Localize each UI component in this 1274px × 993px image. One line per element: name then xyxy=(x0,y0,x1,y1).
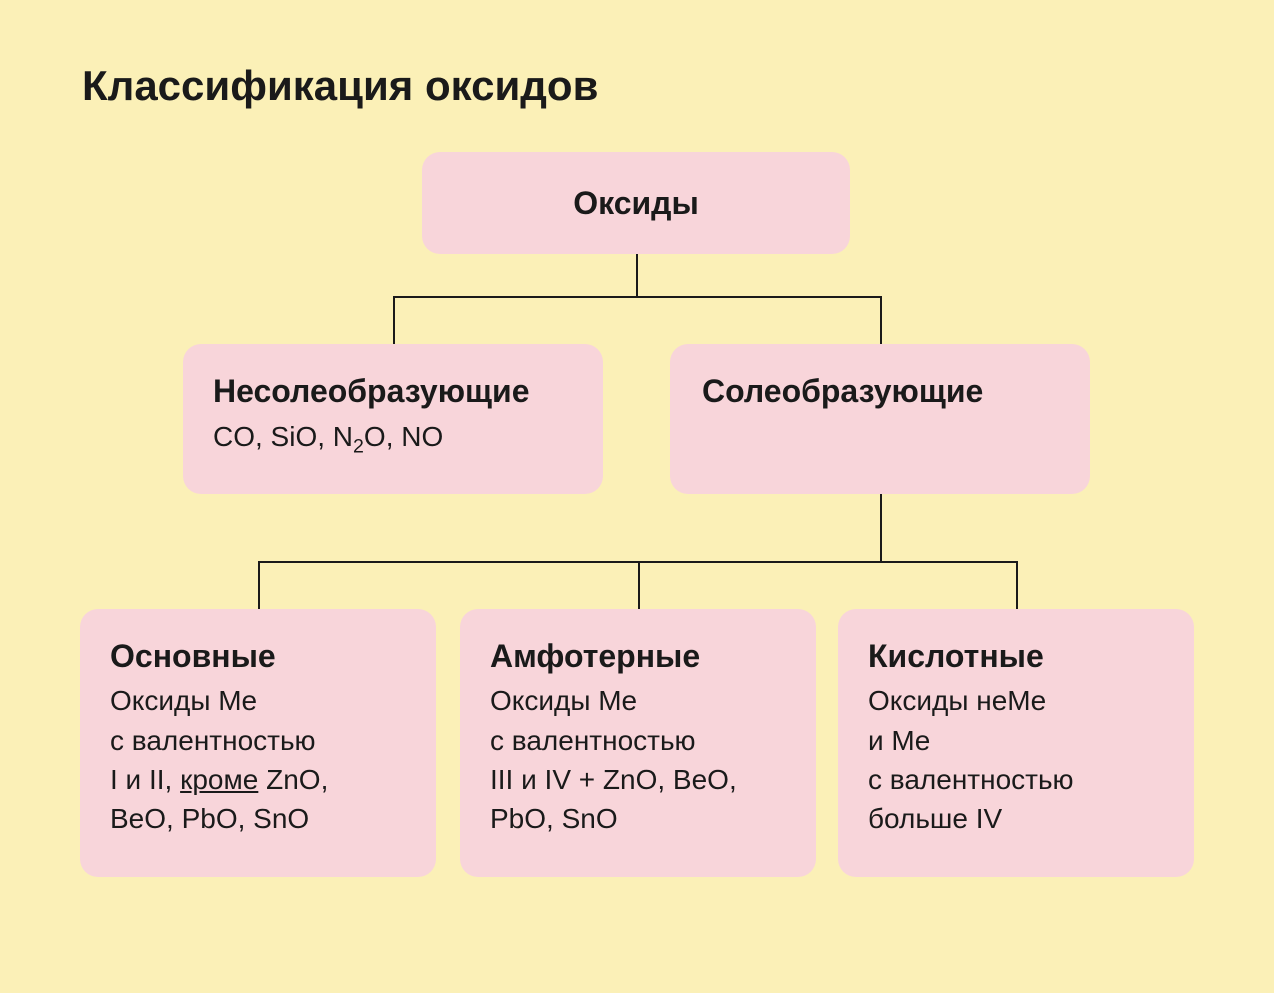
node-basic-desc: Оксиды Meс валентностьюI и II, кроме ZnO… xyxy=(110,681,406,838)
node-acidic-label: Кислотные xyxy=(868,637,1164,675)
connector-line xyxy=(393,296,882,298)
connector-line xyxy=(638,561,640,609)
node-basic-label: Основные xyxy=(110,637,406,675)
connector-line xyxy=(258,561,260,609)
node-non-salt: Несолеобразующие CO, SiO, N2O, NO xyxy=(183,344,603,494)
node-acidic-desc: Оксиды неMeи Meс валентностьюбольше IV xyxy=(868,681,1164,838)
node-root: Оксиды xyxy=(422,152,850,254)
node-amphoteric: Амфотерные Оксиды Meс валентностьюIII и … xyxy=(460,609,816,877)
node-basic: Основные Оксиды Meс валентностьюI и II, … xyxy=(80,609,436,877)
node-root-label: Оксиды xyxy=(452,184,820,222)
connector-line xyxy=(636,254,638,296)
node-non-salt-label: Несолеобразующие xyxy=(213,372,573,410)
page-title: Классификация оксидов xyxy=(82,62,598,110)
connector-line xyxy=(393,296,395,344)
connector-line xyxy=(880,494,882,561)
connector-line xyxy=(1016,561,1018,609)
node-salt: Солеобразующие xyxy=(670,344,1090,494)
node-salt-label: Солеобразующие xyxy=(702,372,1058,410)
node-acidic: Кислотные Оксиды неMeи Meс валентностьюб… xyxy=(838,609,1194,877)
node-amphoteric-desc: Оксиды Meс валентностьюIII и IV + ZnO, B… xyxy=(490,681,786,838)
node-non-salt-sub: CO, SiO, N2O, NO xyxy=(213,418,573,456)
connector-line xyxy=(880,296,882,344)
node-amphoteric-label: Амфотерные xyxy=(490,637,786,675)
